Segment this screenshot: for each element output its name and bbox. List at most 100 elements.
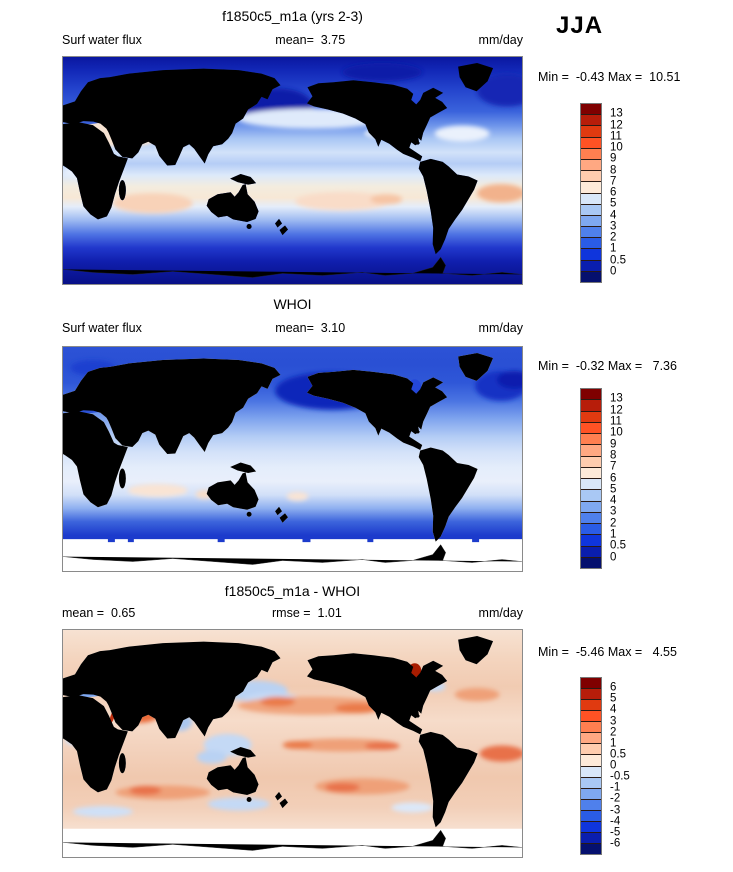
colorbar-tick-label: 9 xyxy=(610,437,617,450)
colorbar-segment xyxy=(581,722,601,734)
colorbar-tick-label: 5 xyxy=(610,483,617,496)
map-model-svg xyxy=(63,57,522,284)
panel2-mean-label: mean= 3.10 xyxy=(275,321,346,335)
colorbar-segment xyxy=(581,733,601,745)
colorbar-segment xyxy=(581,456,601,468)
colorbar-segment xyxy=(581,215,601,228)
colorbar-tick-label: 5 xyxy=(610,197,617,210)
colorbar-tick-label: 3 xyxy=(610,220,617,233)
panel2-units-label: mm/day xyxy=(478,321,523,335)
colorbar-segment xyxy=(581,832,601,844)
colorbar-segment xyxy=(581,238,601,250)
panel3-mean-label: mean = 0.65 xyxy=(62,606,136,620)
colorbar-tick-label: 13 xyxy=(610,107,623,120)
colorbar-segment xyxy=(581,546,601,558)
colorbar-tick-label: 6 xyxy=(610,471,617,484)
colorbar-segment xyxy=(581,271,601,282)
colorbar-tick-label: 1 xyxy=(610,528,617,541)
panel2-minmax: Min = -0.32 Max = 7.36 xyxy=(538,359,677,373)
colorbar-swatches xyxy=(580,103,602,283)
mask-edge-dashes xyxy=(107,537,480,543)
colorbar-tick-label: 10 xyxy=(610,426,623,439)
colorbar-segment xyxy=(581,467,601,479)
colorbar-segment xyxy=(581,204,601,216)
colorbar-segment xyxy=(581,524,601,536)
colorbar-segment xyxy=(581,400,601,412)
colorbar-segment xyxy=(581,512,601,524)
colorbar-tick-label: 2 xyxy=(610,517,617,530)
map-diff xyxy=(62,629,523,858)
colorbar-segment xyxy=(581,182,601,194)
panel1-title: f1850c5_m1a (yrs 2-3) xyxy=(222,8,363,24)
colorbar-tick-label: 0 xyxy=(610,759,617,772)
colorbar-tick-label: 13 xyxy=(610,392,623,405)
season-label: JJA xyxy=(556,12,604,39)
panel1-variable-label: Surf water flux xyxy=(62,33,142,47)
panel1-units-label: mm/day xyxy=(478,33,523,47)
colorbar-tick-label: -0.5 xyxy=(610,770,630,783)
colorbar-tick-label: -3 xyxy=(610,803,621,816)
colorbar-segment xyxy=(581,422,601,434)
panel2-variable-label: Surf water flux xyxy=(62,321,142,335)
panel3-units-label: mm/day xyxy=(478,606,523,620)
colorbar-tick-label: 11 xyxy=(610,415,622,428)
colorbar-tick-label: 3 xyxy=(610,714,617,727)
colorbar-segment xyxy=(581,126,601,138)
map-obs xyxy=(62,346,523,572)
colorbar-segment xyxy=(581,434,601,446)
colorbar-segment xyxy=(581,535,601,547)
colorbar-swatches xyxy=(580,388,602,569)
colorbar-segment xyxy=(581,249,601,261)
colorbar-tick-label: 8 xyxy=(610,449,617,462)
colorbar-tick-label: 6 xyxy=(610,681,617,694)
panel3-subheader: mean = 0.65 rmse = 1.01 mm/day xyxy=(62,606,523,620)
colorbar-segment xyxy=(581,104,601,116)
panel3-minmax: Min = -5.46 Max = 4.55 xyxy=(538,645,677,659)
colorbar-tick-label: 2 xyxy=(610,231,617,244)
colorbar-segment xyxy=(581,227,601,239)
colorbar-segment xyxy=(581,490,601,502)
colorbar-segment xyxy=(581,799,601,811)
colorbar-tick-label: 7 xyxy=(610,175,617,188)
colorbar-tick-label: 5 xyxy=(610,692,617,705)
colorbar-tick-label: 0 xyxy=(610,551,617,564)
colorbar-tick-label: -2 xyxy=(610,792,621,805)
colorbar-tick-label: 12 xyxy=(610,118,623,131)
colorbar-segment xyxy=(581,843,601,854)
colorbar-tick-label: 1 xyxy=(610,737,617,750)
panel1-subheader: Surf water flux mean= 3.75 mm/day xyxy=(62,33,523,47)
colorbar-tick-label: -4 xyxy=(610,815,621,828)
colorbar-swatches xyxy=(580,677,602,855)
colorbar-segment xyxy=(581,193,601,205)
colorbar-segment xyxy=(581,411,601,423)
colorbar-segment xyxy=(581,711,601,723)
colorbar-segment xyxy=(581,810,601,822)
panel1-mean-label: mean= 3.75 xyxy=(275,33,346,47)
colorbar-obs: 13 12 11 10 9 8 7 6 5 4 3 2 1 0.5 0 xyxy=(580,388,650,569)
colorbar-segment xyxy=(581,137,601,149)
colorbar-tick-label: 2 xyxy=(610,726,617,739)
map-obs-svg xyxy=(63,347,522,571)
panel1-minmax: Min = -0.43 Max = 10.51 xyxy=(538,70,681,84)
colorbar-tick-label: 0.5 xyxy=(610,748,626,761)
south-data-mask xyxy=(63,828,522,857)
colorbar-segment xyxy=(581,557,601,568)
colorbar-segment xyxy=(581,744,601,756)
colorbar-tick-label: 8 xyxy=(610,163,617,176)
colorbar-segment xyxy=(581,115,601,127)
panel2-title: WHOI xyxy=(273,296,312,312)
colorbar-tick-label: 3 xyxy=(610,505,617,518)
colorbar-segment xyxy=(581,501,601,513)
colorbar-segment xyxy=(581,766,601,778)
colorbar-tick-label: 7 xyxy=(610,460,617,473)
south-data-mask xyxy=(63,539,522,571)
colorbar-segment xyxy=(581,755,601,767)
colorbar-tick-label: 10 xyxy=(610,141,623,154)
colorbar-tick-label: 4 xyxy=(610,703,617,716)
colorbar-diff: 6 5 4 3 2 1 0.5 0 -0.5 -1 -2 -3 -4 -5 -6 xyxy=(580,677,650,855)
map-model xyxy=(62,56,523,285)
colorbar-tick-label: 12 xyxy=(610,404,623,417)
colorbar-tick-label: 9 xyxy=(610,152,617,165)
colorbar-tick-label: 0.5 xyxy=(610,253,626,266)
